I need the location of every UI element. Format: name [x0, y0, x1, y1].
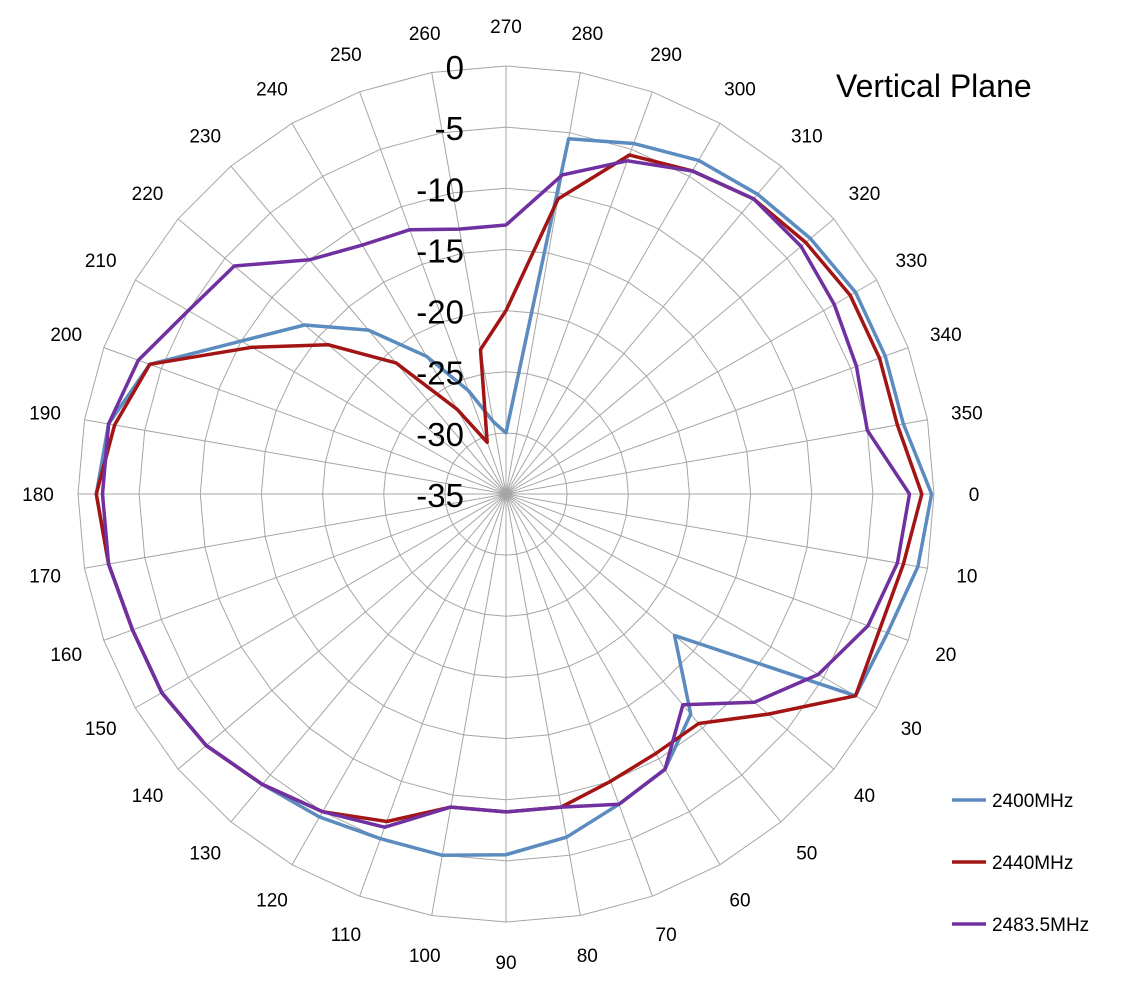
polar-grid	[77, 65, 935, 923]
angle-tick-label: 120	[256, 890, 288, 911]
radial-tick-label: 0	[446, 49, 464, 86]
angle-tick-label: 340	[930, 325, 962, 346]
grid-spoke	[505, 218, 835, 495]
chart-title: Vertical Plane	[836, 68, 1032, 104]
legend-label: 2483.5MHz	[992, 915, 1089, 936]
grid-spoke	[359, 493, 507, 897]
grid-spoke	[359, 91, 507, 495]
grid-spoke	[505, 493, 721, 865]
angle-tick-label: 330	[895, 251, 927, 272]
angle-tick-label: 190	[29, 404, 61, 425]
angle-tick-label: 350	[951, 404, 983, 425]
angle-tick-label: 170	[29, 566, 61, 587]
radial-tick-label: -10	[416, 171, 464, 208]
grid-spoke	[135, 279, 507, 495]
angle-tick-label: 200	[50, 325, 82, 346]
angle-labels: 0 10 20 30 40 50 60 70 80 90 100 110 120 130 140 150 160…	[22, 17, 983, 974]
angle-tick-label: 180	[22, 485, 54, 506]
legend: 2400MHz 2440MHz 2483.5MHz	[952, 791, 1089, 936]
angle-tick-label: 220	[132, 184, 164, 205]
angle-tick-label: 100	[409, 946, 441, 967]
radial-tick-label: -15	[416, 232, 464, 269]
grid-spoke	[291, 123, 507, 495]
angle-tick-label: 140	[132, 786, 164, 807]
grid-spoke	[505, 493, 928, 569]
legend-label: 2440MHz	[992, 853, 1073, 874]
grid-spoke	[505, 493, 835, 770]
angle-tick-label: 210	[85, 251, 117, 272]
angle-tick-label: 80	[577, 946, 598, 967]
angle-tick-label: 300	[724, 80, 756, 101]
grid-spoke	[505, 279, 877, 495]
grid-spoke	[103, 347, 507, 495]
angle-tick-label: 150	[85, 719, 117, 740]
grid-spoke	[505, 91, 653, 495]
grid-spoke	[230, 493, 507, 823]
angle-tick-label: 260	[409, 24, 441, 45]
grid-spoke	[505, 123, 721, 495]
angle-tick-label: 60	[729, 890, 750, 911]
grid-spoke	[505, 493, 909, 641]
grid-spoke	[103, 493, 507, 641]
angle-tick-label: 10	[956, 566, 977, 587]
angle-tick-label: 50	[796, 844, 817, 865]
angle-tick-label: 310	[791, 127, 823, 148]
angle-tick-label: 20	[935, 645, 956, 666]
angle-tick-label: 240	[256, 80, 288, 101]
radial-tick-label: -20	[416, 294, 464, 331]
grid-spoke	[84, 493, 507, 569]
angle-tick-label: 250	[330, 45, 362, 66]
legend-label: 2400MHz	[992, 791, 1073, 812]
radial-tick-label: -5	[435, 110, 464, 147]
grid-spoke	[505, 419, 928, 495]
angle-tick-label: 280	[571, 24, 603, 45]
angle-tick-label: 110	[331, 925, 361, 946]
radial-tick-label: -25	[416, 355, 464, 392]
grid-spoke	[505, 347, 909, 495]
grid-spoke	[505, 493, 653, 897]
radial-tick-label: -30	[416, 416, 464, 453]
angle-tick-label: 270	[490, 17, 522, 38]
angle-tick-label: 230	[189, 127, 221, 148]
grid-spoke	[505, 165, 782, 495]
grid-spoke	[505, 493, 877, 709]
series-layer	[94, 136, 934, 858]
grid-spoke	[135, 493, 507, 709]
angle-tick-label: 320	[849, 184, 881, 205]
angle-tick-label: 70	[656, 925, 677, 946]
radial-tick-label: -35	[416, 477, 464, 514]
angle-tick-label: 0	[969, 485, 980, 506]
series-line	[100, 159, 912, 829]
angle-tick-label: 130	[189, 844, 221, 865]
radial-labels: 0 -5 -10 -15 -20 -25 -30 -35	[416, 49, 464, 514]
grid-spoke	[291, 493, 507, 865]
angle-tick-label: 290	[650, 45, 682, 66]
angle-tick-label: 30	[901, 719, 922, 740]
angle-tick-label: 40	[854, 786, 875, 807]
grid-spoke	[177, 493, 507, 770]
angle-tick-label: 90	[495, 953, 516, 974]
grid-spoke	[505, 493, 581, 916]
grid-spoke	[505, 493, 782, 823]
grid-spoke	[177, 218, 507, 495]
grid-spoke	[431, 493, 507, 916]
grid-spoke	[84, 419, 507, 495]
angle-tick-label: 160	[50, 645, 82, 666]
